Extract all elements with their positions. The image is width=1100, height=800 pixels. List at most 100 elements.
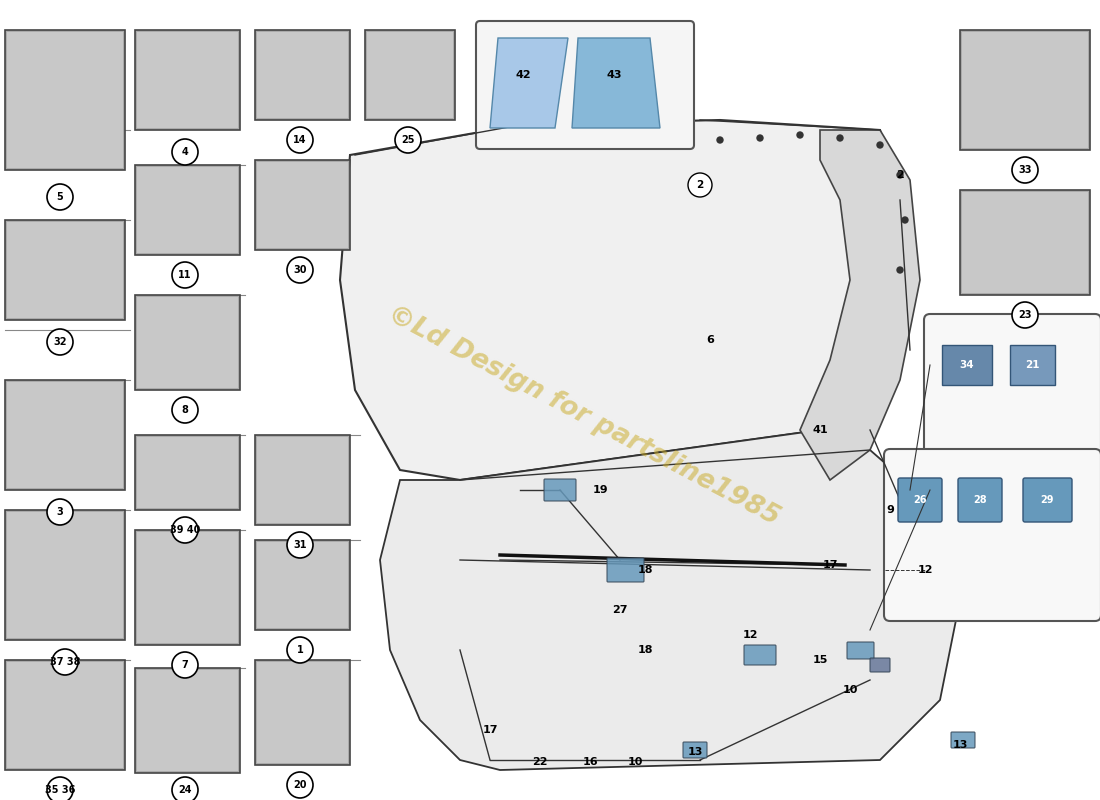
Bar	[257, 437, 348, 523]
Text: 19: 19	[592, 485, 608, 495]
Circle shape	[395, 127, 421, 153]
Bar	[138, 532, 238, 643]
Text: 25: 25	[402, 135, 415, 145]
Circle shape	[172, 517, 198, 543]
Bar	[7, 32, 123, 168]
Text: ©Ld Design for partsline1985: ©Ld Design for partsline1985	[383, 301, 783, 531]
Text: 24: 24	[178, 785, 191, 795]
Bar	[6, 380, 125, 490]
FancyBboxPatch shape	[884, 449, 1100, 621]
Text: 9: 9	[887, 505, 894, 515]
Text: 18: 18	[637, 645, 652, 655]
FancyBboxPatch shape	[476, 21, 694, 149]
Text: 4: 4	[182, 147, 188, 157]
Polygon shape	[800, 130, 920, 480]
Text: 17: 17	[823, 560, 838, 570]
Text: 26: 26	[913, 495, 926, 505]
Bar	[138, 437, 238, 508]
Circle shape	[287, 257, 314, 283]
Polygon shape	[572, 38, 660, 128]
Bar	[7, 222, 123, 318]
Text: 33: 33	[1019, 165, 1032, 175]
Text: 21: 21	[1025, 360, 1040, 370]
Bar	[367, 32, 453, 118]
Text: 10: 10	[843, 685, 858, 695]
Bar	[138, 297, 238, 388]
Bar	[135, 530, 240, 645]
Text: 37 38: 37 38	[50, 657, 80, 667]
Text: 13: 13	[688, 747, 703, 757]
Text: 32: 32	[53, 337, 67, 347]
Text: 39 40: 39 40	[169, 525, 200, 535]
Circle shape	[287, 772, 314, 798]
Text: 28: 28	[974, 495, 987, 505]
Text: 2: 2	[696, 180, 704, 190]
Circle shape	[47, 499, 73, 525]
Text: 30: 30	[294, 265, 307, 275]
Bar	[138, 670, 238, 771]
Bar	[257, 542, 348, 628]
Circle shape	[798, 132, 803, 138]
Circle shape	[896, 267, 903, 273]
Circle shape	[172, 652, 198, 678]
Text: 2: 2	[896, 170, 904, 180]
Text: 10: 10	[627, 757, 642, 767]
Bar	[257, 162, 348, 248]
Text: 8: 8	[182, 405, 188, 415]
Circle shape	[172, 262, 198, 288]
Circle shape	[896, 172, 903, 178]
Bar	[135, 668, 240, 773]
Text: 1: 1	[297, 645, 304, 655]
Text: 6: 6	[706, 335, 714, 345]
Polygon shape	[379, 430, 960, 770]
Text: 13: 13	[953, 740, 968, 750]
Circle shape	[837, 135, 843, 141]
Bar	[255, 435, 350, 525]
Text: 18: 18	[637, 565, 652, 575]
Bar	[365, 30, 455, 120]
Text: 3: 3	[56, 507, 64, 517]
FancyBboxPatch shape	[544, 479, 576, 501]
Bar	[255, 160, 350, 250]
Bar	[6, 220, 125, 320]
Text: 41: 41	[812, 425, 828, 435]
Circle shape	[287, 127, 314, 153]
Bar	[962, 32, 1088, 148]
FancyBboxPatch shape	[1023, 478, 1072, 522]
Text: 20: 20	[294, 780, 307, 790]
Polygon shape	[490, 38, 568, 128]
Circle shape	[688, 173, 712, 197]
Circle shape	[287, 532, 314, 558]
Text: 14: 14	[294, 135, 307, 145]
Text: 15: 15	[812, 655, 827, 665]
Bar	[7, 662, 123, 768]
Bar	[6, 30, 125, 170]
Circle shape	[877, 142, 883, 148]
Circle shape	[52, 649, 78, 675]
Bar	[960, 30, 1090, 150]
FancyBboxPatch shape	[847, 642, 874, 659]
Circle shape	[47, 329, 73, 355]
Bar	[960, 190, 1090, 295]
Text: 22: 22	[532, 757, 548, 767]
FancyBboxPatch shape	[958, 478, 1002, 522]
Text: 12: 12	[917, 565, 933, 575]
FancyBboxPatch shape	[744, 645, 775, 665]
Bar	[138, 32, 238, 128]
Circle shape	[47, 777, 73, 800]
Text: 34: 34	[959, 360, 975, 370]
Text: 17: 17	[482, 725, 497, 735]
Circle shape	[172, 139, 198, 165]
Text: 35 36: 35 36	[45, 785, 75, 795]
Text: 27: 27	[613, 605, 628, 615]
Bar	[942, 345, 992, 385]
Bar	[6, 510, 125, 640]
Text: 29: 29	[1041, 495, 1054, 505]
Text: 11: 11	[178, 270, 191, 280]
Polygon shape	[340, 120, 900, 480]
Bar	[255, 660, 350, 765]
Bar	[7, 512, 123, 638]
Bar	[255, 540, 350, 630]
Bar	[135, 30, 240, 130]
Bar	[257, 32, 348, 118]
